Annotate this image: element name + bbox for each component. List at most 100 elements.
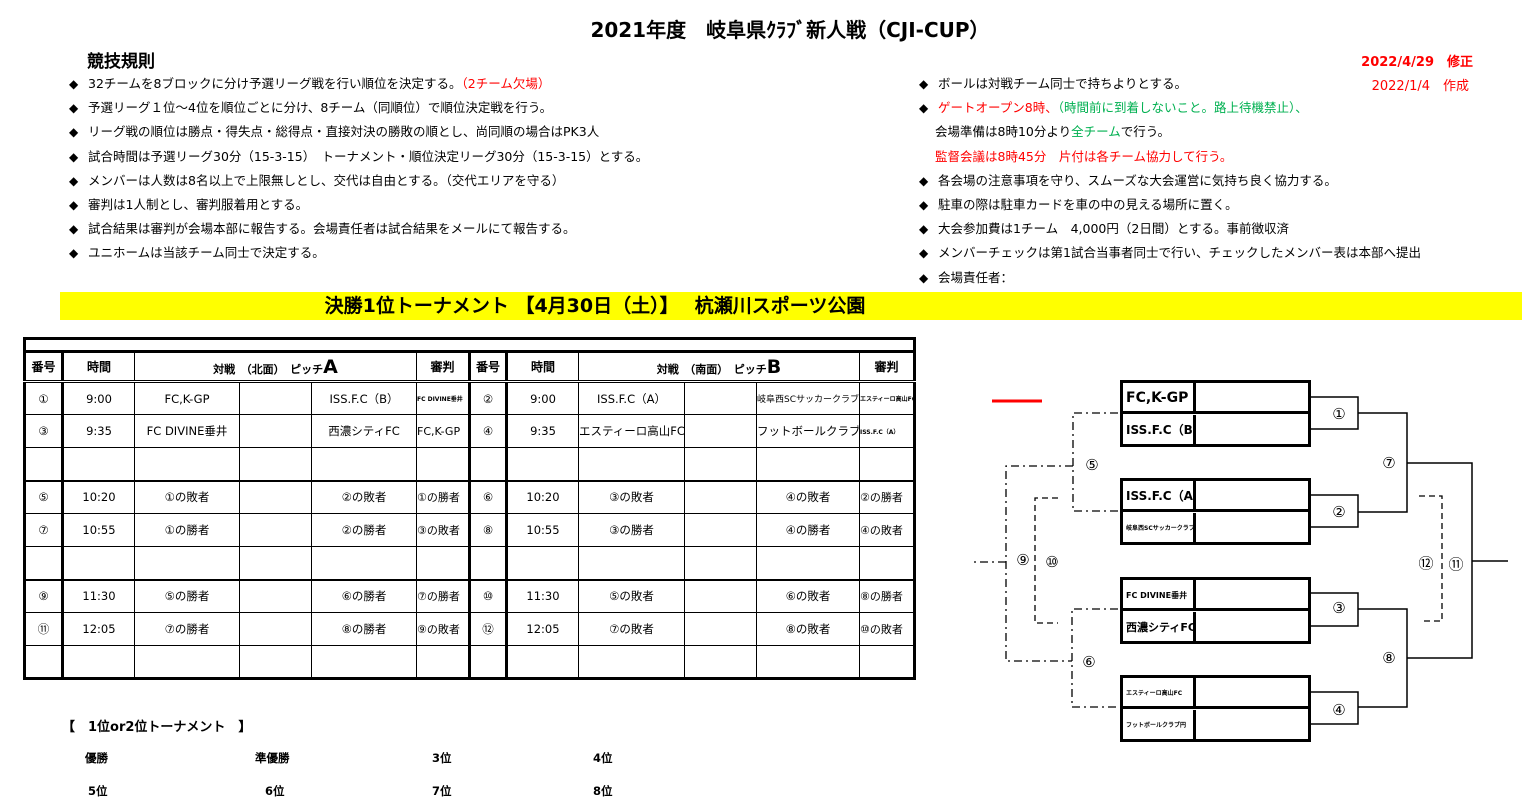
header-time-a: 時間 xyxy=(62,351,135,383)
match-number-1: ① xyxy=(1332,405,1346,423)
match-number xyxy=(469,645,508,680)
home-team: ①の勝者 xyxy=(134,513,240,547)
match-number xyxy=(24,447,64,482)
match-time xyxy=(62,546,135,581)
match-number: ⑥ xyxy=(469,480,508,514)
referee: FC,K-GP xyxy=(416,414,471,448)
rule-item: ◆ 試合結果は審判が会場本部に報告する。会場責任者は試合結果をメールにて報告する。 xyxy=(69,221,576,237)
home-team: ISS.F.C（A） xyxy=(578,381,685,415)
rule-item: ◆ 会場責任者： xyxy=(919,270,1013,286)
score-cell xyxy=(684,447,757,482)
revised-date: 2022/4/29 修正 xyxy=(1361,55,1473,70)
bracket-team: ISS.F.C（A） xyxy=(1123,481,1196,512)
bracket-pair-2: ISS.F.C（A） 岐阜西SCサッカークラブ xyxy=(1120,478,1311,545)
rule-text: 各会場の注意事項を守り、スムーズな大会運営に気持ち良く協力する。 xyxy=(938,172,1337,188)
home-team: ⑤の勝者 xyxy=(134,579,240,613)
rules-heading: 競技規則 xyxy=(87,52,155,72)
match-number: ① xyxy=(24,381,64,415)
place-label: 4位 xyxy=(593,751,613,765)
diamond-bullet-icon: ◆ xyxy=(69,246,79,261)
away-team: ⑧の敗者 xyxy=(756,612,860,646)
rule-item: ◆ 大会参加費は1チーム 4,000円（2日間）とする。事前徴収済 xyxy=(919,221,1289,237)
diamond-bullet-icon: ◆ xyxy=(919,222,929,237)
page-title: 2021年度 岐阜県ｸﾗﾌﾞ新人戦（CJI-CUP） xyxy=(590,18,990,42)
match-number-10: ⑩ xyxy=(1045,553,1059,571)
home-team xyxy=(578,546,685,581)
match-number: ⑤ xyxy=(24,480,64,514)
place-label: 5位 xyxy=(88,784,108,798)
bracket-team: 西濃シティFC xyxy=(1123,612,1196,643)
bracket-team: ISS.F.C（B） xyxy=(1123,415,1196,446)
diamond-bullet-icon: ◆ xyxy=(69,125,79,140)
rule-text: 予選リーグ１位～4位を順位ごとに分け、8チーム（同順位）で順位決定戦を行う。 xyxy=(88,100,553,116)
rule-text: ユニホームは当該チーム同士で決定する。 xyxy=(88,245,325,261)
referee: ⑦の勝者 xyxy=(416,579,471,613)
place-label: 準優勝 xyxy=(255,751,290,765)
away-team: ②の敗者 xyxy=(311,480,417,514)
away-team: フットボールクラブ円 xyxy=(756,414,860,448)
place-label: 6位 xyxy=(265,784,285,798)
match-number xyxy=(24,546,64,581)
match-number-12: ⑫ xyxy=(1418,554,1434,573)
rule-text: 審判は1人制とし、審判服着用とする。 xyxy=(88,197,309,212)
score-cell xyxy=(1196,678,1308,709)
away-team xyxy=(311,447,417,482)
referee xyxy=(416,645,471,680)
rule-item: ◆ 予選リーグ１位～4位を順位ごとに分け、8チーム（同順位）で順位決定戦を行う。 xyxy=(69,100,553,116)
diamond-bullet-icon: ◆ xyxy=(69,173,79,188)
match-number-11: ⑪ xyxy=(1448,555,1464,574)
match-time xyxy=(506,645,579,680)
rule-item: ◆ ゲートオープン8時、（時間前に到着しないこと。路上待機禁止）、 xyxy=(919,100,1308,116)
match-time: 11:30 xyxy=(62,579,135,613)
match-time: 9:00 xyxy=(62,381,135,415)
rule-text: 会場準備は8時10分より xyxy=(935,124,1072,140)
rule-text: メンバーチェックは第1試合当事者同士で行い、チェックしたメンバー表は本部へ提出 xyxy=(938,245,1421,261)
place-label: 8位 xyxy=(593,784,613,798)
away-team xyxy=(756,645,860,680)
match-number-2: ② xyxy=(1332,503,1346,521)
header-referee-a: 審判 xyxy=(416,351,471,383)
home-team: FC DIVINE垂井 xyxy=(134,414,240,448)
dashed-bracket-lines xyxy=(1034,495,1443,624)
rule-item: ◆ メンバーは人数は8名以上で上限無しとし、交代は自由とする。（交代エリアを守る） xyxy=(69,173,564,189)
referee: エスティーロ高山FC xyxy=(859,381,915,415)
match-number xyxy=(469,447,508,482)
match-number: ⑦ xyxy=(24,513,64,547)
rule-text: 試合結果は審判が会場本部に報告する。会場責任者は試合結果をメールにて報告する。 xyxy=(88,221,576,237)
pitch-a-label: A xyxy=(323,355,338,378)
match-number-9: ⑨ xyxy=(1016,551,1030,569)
rule-item: 会場準備は8時10分より全チームで行う。 xyxy=(935,124,1170,140)
home-team: ③の勝者 xyxy=(578,513,685,547)
place-label: 優勝 xyxy=(85,751,108,765)
score-cell xyxy=(239,447,312,482)
diamond-bullet-icon: ◆ xyxy=(919,101,929,116)
pitch-b-label: B xyxy=(766,355,782,378)
match-time: 9:00 xyxy=(506,381,579,415)
match-number: ③ xyxy=(24,414,64,448)
away-team: ISS.F.C（B） xyxy=(311,381,417,415)
referee: ②の勝者 xyxy=(859,480,915,514)
home-team: ⑤の敗者 xyxy=(578,579,685,613)
header-match-b-label: 対戦 （南面） ピッチ xyxy=(656,362,767,376)
tournament-banner: 決勝1位トーナメント 【4月30日（土）】 杭瀬川スポーツ公園 xyxy=(324,295,866,317)
match-time xyxy=(506,546,579,581)
referee: ⑨の敗者 xyxy=(416,612,471,646)
match-number-8: ⑧ xyxy=(1382,649,1396,667)
referee: FC DIVINE垂井 xyxy=(416,381,471,415)
match-number xyxy=(24,645,64,680)
place-label: 7位 xyxy=(432,784,452,798)
away-team: ⑧の勝者 xyxy=(311,612,417,646)
rule-text: リーグ戦の順位は勝点・得失点・総得点・直接対決の勝敗の順とし、尚同順の場合はPK… xyxy=(88,124,600,140)
rule-text: 大会参加費は1チーム 4,000円（2日間）とする。事前徴収済 xyxy=(938,221,1289,237)
banner-background xyxy=(60,292,1522,320)
away-team xyxy=(756,447,860,482)
diamond-bullet-icon: ◆ xyxy=(919,198,929,212)
rule-item: 監督会議は8時45分 片付は各チーム協力して行う。 xyxy=(935,149,1232,165)
rule-text: （時間前に到着しないこと。路上待機禁止）、 xyxy=(1057,100,1308,116)
table-row xyxy=(24,546,915,581)
referee: ISS.F.C（A） xyxy=(859,414,915,448)
home-team: ③の敗者 xyxy=(578,480,685,514)
diamond-bullet-icon: ◆ xyxy=(69,198,79,212)
away-team: ④の敗者 xyxy=(756,480,860,514)
